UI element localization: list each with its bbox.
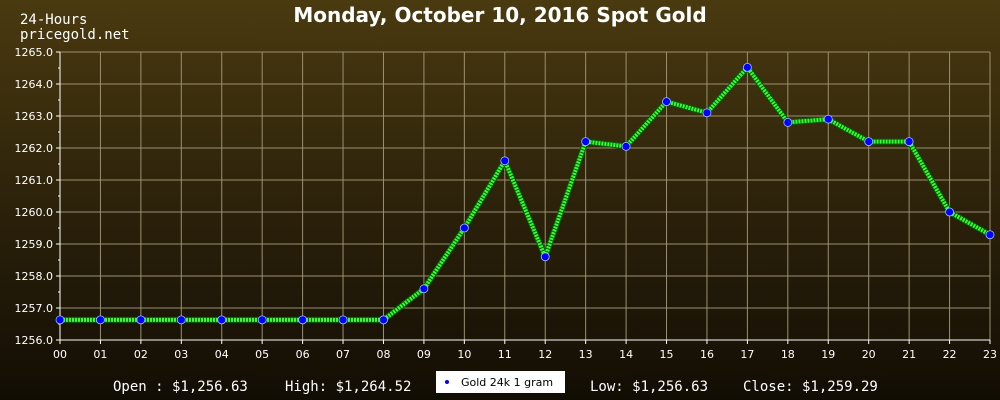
legend-marker bbox=[445, 380, 449, 384]
data-point bbox=[136, 315, 146, 325]
data-point bbox=[419, 284, 429, 294]
x-tick-label: 23 bbox=[983, 348, 997, 361]
x-tick-label: 01 bbox=[93, 348, 107, 361]
data-point bbox=[945, 207, 954, 217]
data-point bbox=[904, 137, 914, 147]
axes bbox=[56, 51, 991, 344]
x-tick-label: 21 bbox=[902, 348, 916, 361]
data-point bbox=[257, 315, 267, 325]
site-label-line1: 24-Hours bbox=[20, 12, 87, 28]
series-gold-24k bbox=[55, 62, 995, 325]
x-tick-label: 16 bbox=[700, 348, 714, 361]
data-point bbox=[864, 137, 874, 147]
grid-lines bbox=[59, 51, 991, 341]
x-tick-label: 14 bbox=[619, 348, 633, 361]
x-tick-label: 06 bbox=[296, 348, 310, 361]
x-tick-label: 20 bbox=[862, 348, 876, 361]
x-tick-label: 02 bbox=[134, 348, 148, 361]
x-tick-label: 15 bbox=[660, 348, 674, 361]
data-point bbox=[217, 315, 227, 325]
x-tick-label: 09 bbox=[417, 348, 431, 361]
stat-close: Close: $1,259.29 bbox=[743, 379, 878, 395]
y-tick-label: 1256.0 bbox=[15, 334, 54, 347]
data-point bbox=[379, 315, 388, 325]
series-line bbox=[60, 65, 991, 322]
site-label-line2: pricegold.net bbox=[20, 27, 130, 43]
legend-label: Gold 24k 1 gram bbox=[461, 376, 553, 389]
x-tick-label: 17 bbox=[740, 348, 754, 361]
data-point bbox=[176, 315, 186, 325]
x-tick-labels: 00 01 02 03 04 05 06 07 08 09 10 11 12 13 14 15 16 17 18 19… bbox=[53, 348, 997, 361]
x-tick-label: 03 bbox=[174, 348, 188, 361]
data-point bbox=[581, 137, 591, 147]
series-line-shadow bbox=[60, 64, 992, 323]
data-point bbox=[459, 223, 469, 233]
legend: Gold 24k 1 gram bbox=[436, 371, 565, 393]
data-point bbox=[742, 62, 752, 72]
y-tick-label: 1264.0 bbox=[15, 78, 54, 91]
data-point bbox=[96, 315, 105, 325]
y-tick-labels: 1256.0 1257.0 1258.0 1259.0 1260.0 1261.0 1262… bbox=[15, 46, 54, 347]
data-point bbox=[783, 118, 793, 127]
data-point bbox=[702, 108, 712, 118]
data-point bbox=[823, 114, 833, 124]
data-point bbox=[298, 315, 308, 325]
data-point bbox=[55, 315, 65, 325]
stat-open: Open : $1,256.63 bbox=[113, 379, 248, 395]
stat-high: High: $1,264.52 bbox=[285, 379, 411, 395]
x-tick-label: 10 bbox=[457, 348, 471, 361]
x-tick-label: 22 bbox=[943, 348, 957, 361]
y-tick-label: 1265.0 bbox=[15, 46, 54, 59]
y-tick-label: 1262.0 bbox=[15, 142, 54, 155]
y-tick-label: 1257.0 bbox=[15, 302, 54, 315]
data-point bbox=[540, 252, 550, 262]
x-tick-label: 19 bbox=[821, 348, 835, 361]
y-tick-label: 1263.0 bbox=[15, 110, 54, 123]
x-tick-label: 05 bbox=[255, 348, 269, 361]
legend-box bbox=[436, 371, 565, 393]
x-tick-label: 04 bbox=[215, 348, 229, 361]
data-point bbox=[338, 315, 348, 325]
data-point bbox=[985, 230, 995, 240]
x-tick-label: 07 bbox=[336, 348, 350, 361]
x-tick-label: 00 bbox=[53, 348, 67, 361]
data-point bbox=[621, 141, 631, 151]
y-tick-label: 1259.0 bbox=[15, 238, 54, 251]
x-tick-label: 18 bbox=[781, 348, 795, 361]
x-tick-label: 12 bbox=[538, 348, 552, 361]
x-tick-label: 11 bbox=[498, 348, 512, 361]
data-point bbox=[662, 97, 671, 106]
x-tick-label: 08 bbox=[376, 348, 390, 361]
stat-low: Low: $1,256.63 bbox=[590, 379, 708, 395]
y-tick-label: 1260.0 bbox=[15, 206, 54, 219]
x-tick-label: 13 bbox=[579, 348, 593, 361]
chart-title: Monday, October 10, 2016 Spot Gold bbox=[293, 3, 706, 27]
y-tick-label: 1258.0 bbox=[15, 270, 54, 283]
y-tick-label: 1261.0 bbox=[15, 174, 54, 187]
data-point bbox=[500, 156, 510, 166]
